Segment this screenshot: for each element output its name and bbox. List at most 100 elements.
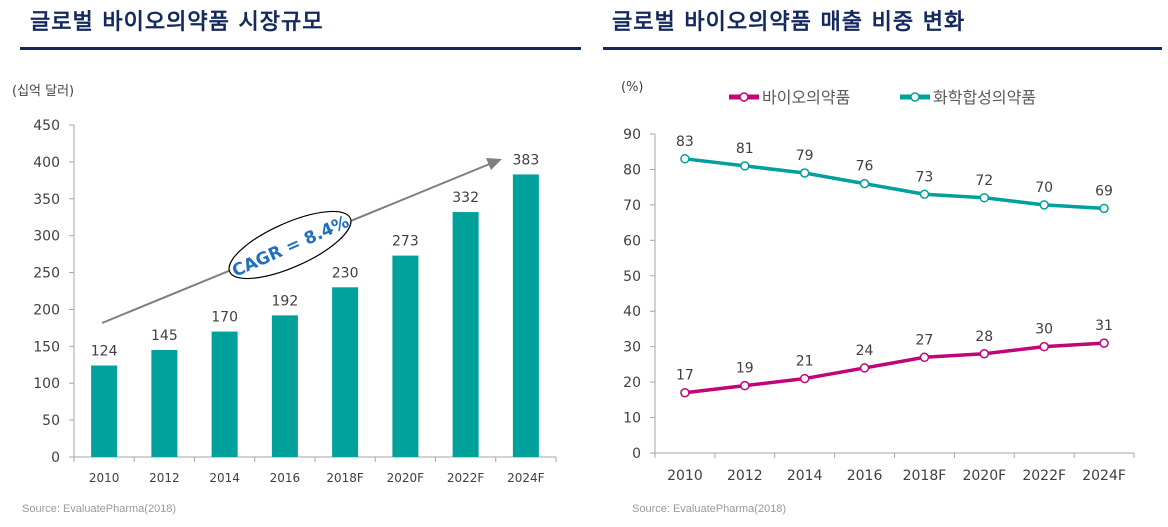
bar-2012 (151, 350, 178, 457)
left-x-tick-label: 2020F (387, 471, 425, 485)
series-0-value-label: 31 (1095, 318, 1113, 334)
series-0-point (859, 363, 870, 373)
series-0-value-label: 24 (856, 343, 874, 359)
left-x-tick-label: 2018F (326, 471, 364, 485)
left-y-tick-label: 50 (42, 413, 60, 429)
left-y-tick-label: 0 (51, 450, 60, 466)
right-y-tick-label: 90 (623, 127, 641, 143)
series-1-value-label: 72 (975, 173, 993, 189)
series-0-point (740, 380, 750, 391)
bar-2014 (211, 331, 238, 457)
bar-value-label: 192 (272, 293, 299, 309)
left-y-tick-label: 200 (33, 302, 60, 318)
bar-2022F (452, 212, 479, 457)
series-0-point (1039, 341, 1049, 352)
series-0-value-label: 30 (1035, 322, 1053, 338)
right-y-tick-label: 60 (623, 233, 641, 249)
series-0-value-label: 21 (796, 354, 814, 370)
bar-2010 (91, 365, 118, 457)
bar-value-label: 273 (392, 234, 419, 250)
left-y-tick-label: 350 (33, 192, 60, 208)
series-1-point (919, 189, 930, 200)
right-y-tick-label: 50 (623, 269, 641, 285)
bar-value-label: 124 (91, 344, 118, 360)
series-0-value-label: 28 (975, 329, 993, 345)
right-x-tick-label: 2014 (787, 468, 823, 484)
right-y-tick-label: 70 (623, 198, 641, 214)
left-y-unit: (십억 달러) (12, 84, 75, 99)
left-y-tick-label: 100 (33, 376, 60, 392)
right-title-rule (603, 47, 1162, 50)
left-x-tick-label: 2024F (507, 471, 545, 485)
right-y-tick-label: 0 (632, 446, 641, 462)
series-line-1 (684, 157, 1105, 211)
right-y-tick-label: 20 (623, 375, 641, 391)
bar-value-label: 332 (452, 190, 479, 206)
right-x-tick-label: 2020F (962, 468, 1006, 484)
left-chart-title: 글로벌 바이오의약품 시장규모 (30, 10, 324, 35)
series-1-point (1039, 200, 1049, 210)
legend-marker-icon (739, 92, 749, 102)
series-line-0 (684, 341, 1105, 395)
left-x-tick-label: 2012 (149, 471, 180, 485)
series-1-point (799, 168, 810, 178)
series-1-value-label: 83 (676, 134, 694, 150)
left-y-tick-label: 150 (33, 339, 60, 355)
series-0-point (1099, 338, 1109, 348)
bar-2018F (332, 287, 359, 457)
bar-value-label: 145 (151, 328, 178, 344)
series-1-point (1099, 203, 1109, 214)
series-0-point (799, 373, 810, 384)
right-y-tick-label: 40 (623, 304, 641, 320)
left-x-tick-label: 2014 (209, 471, 240, 485)
series-0-point (979, 349, 990, 359)
series-1-value-label: 73 (916, 169, 934, 185)
series-1-point (680, 154, 690, 164)
series-1-value-label: 76 (856, 159, 874, 175)
left-y-tick-label: 250 (33, 266, 60, 282)
series-1-point (859, 178, 870, 189)
series-1-value-label: 79 (796, 148, 814, 164)
right-x-tick-label: 2010 (667, 468, 703, 484)
left-x-tick-label: 2022F (447, 471, 485, 485)
left-source: Source: EvaluatePharma(2018) (22, 503, 177, 515)
right-chart-title: 글로벌 바이오의약품 매출 비중 변화 (612, 10, 966, 35)
series-0-value-label: 17 (676, 368, 694, 384)
bar-value-label: 170 (211, 310, 238, 326)
bar-2020F (392, 255, 419, 457)
right-y-tick-label: 80 (623, 162, 641, 178)
series-1-value-label: 70 (1035, 180, 1053, 196)
series-1-value-label: 69 (1095, 183, 1113, 199)
series-0-point (680, 387, 690, 398)
bar-value-label: 230 (332, 265, 359, 281)
right-x-tick-label: 2018F (903, 468, 947, 484)
right-x-tick-label: 2016 (847, 468, 883, 484)
right-x-tick-label: 2022F (1022, 468, 1066, 484)
left-y-tick-label: 300 (33, 229, 60, 245)
series-0-value-label: 19 (736, 361, 754, 377)
right-y-tick-label: 10 (623, 411, 641, 427)
right-x-tick-label: 2024F (1082, 468, 1126, 484)
series-1-point (979, 193, 990, 203)
left-x-tick-label: 2010 (89, 471, 120, 485)
series-0-point (919, 352, 930, 363)
series-0-value-label: 27 (916, 332, 934, 348)
left-y-tick-label: 400 (33, 155, 60, 171)
right-source: Source: EvaluatePharma(2018) (632, 503, 787, 515)
left-title-rule (20, 47, 581, 50)
right-x-tick-label: 2012 (727, 468, 763, 484)
bar-value-label: 383 (513, 152, 540, 168)
arrow-head-icon (486, 158, 502, 170)
series-1-value-label: 81 (736, 141, 754, 157)
left-x-tick-label: 2016 (270, 471, 301, 485)
bar-2024F (512, 174, 539, 458)
right-y-tick-label: 30 (623, 340, 641, 356)
cagr-ellipse (228, 210, 352, 280)
legend-marker-icon (910, 92, 920, 102)
legend-label-0: 바이오의약품 (762, 88, 850, 107)
series-1-point (740, 161, 750, 171)
left-y-tick-label: 450 (33, 118, 60, 134)
right-y-unit: (%) (621, 80, 644, 95)
legend-label-1: 화학합성의약품 (933, 88, 1036, 107)
